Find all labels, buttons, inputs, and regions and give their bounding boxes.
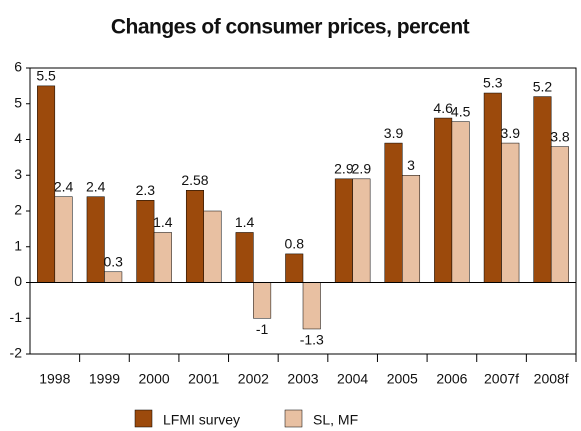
value-label: 4.5 <box>451 103 471 119</box>
bar <box>253 282 272 319</box>
value-label: 1.4 <box>235 214 255 230</box>
x-tick-label: 2002 <box>238 371 269 387</box>
value-label: 4.6 <box>433 100 453 116</box>
bar <box>334 178 353 283</box>
value-label: 2.9 <box>334 161 354 177</box>
bar <box>104 271 123 283</box>
bar <box>483 92 502 283</box>
bar <box>550 146 569 283</box>
y-tick-label: 4 <box>14 130 22 146</box>
bar <box>352 178 371 283</box>
value-label: 3.9 <box>501 125 521 141</box>
value-label: 2.9 <box>352 161 372 177</box>
x-tick-label: 1999 <box>89 371 120 387</box>
bar <box>285 253 304 283</box>
bar <box>451 121 470 283</box>
value-label: 5.3 <box>483 75 503 91</box>
y-tick-label: 5 <box>14 94 22 110</box>
value-label: 3.8 <box>550 128 570 144</box>
bar <box>302 282 321 330</box>
y-tick-label: 1 <box>14 237 22 253</box>
bar <box>501 142 520 283</box>
x-tick-label: 2007f <box>484 371 519 387</box>
legend-label: LFMI survey <box>163 412 240 428</box>
bar <box>434 117 453 283</box>
x-tick-label: 2006 <box>436 371 467 387</box>
x-tick-label: 2001 <box>188 371 219 387</box>
legend-label: SL, MF <box>313 412 358 428</box>
chart-title: Changes of consumer prices, percent <box>111 16 470 39</box>
x-tick-label: 2008f <box>534 371 569 387</box>
value-label: 0.3 <box>103 253 123 269</box>
x-tick-label: 2005 <box>387 371 418 387</box>
value-label: 2.4 <box>86 178 106 194</box>
bar <box>37 85 56 283</box>
value-label: -1 <box>256 321 269 337</box>
x-tick-label: 1998 <box>39 371 70 387</box>
value-label: 0.8 <box>285 236 305 252</box>
value-label: 3 <box>407 157 415 173</box>
legend-swatch <box>134 409 153 428</box>
bar <box>235 232 254 283</box>
x-tick-label: 2003 <box>287 371 318 387</box>
y-tick-label: -2 <box>10 345 23 361</box>
y-tick-label: -1 <box>10 309 23 325</box>
bar <box>402 175 421 283</box>
y-tick-label: 6 <box>14 59 22 75</box>
value-label: 5.2 <box>533 78 553 94</box>
y-tick-label: 2 <box>14 202 22 218</box>
value-label: 1.4 <box>153 214 173 230</box>
bar <box>86 196 105 283</box>
y-tick-label: 3 <box>14 166 22 182</box>
value-label: 2.3 <box>136 182 156 198</box>
bar <box>533 96 552 283</box>
bar <box>136 200 155 283</box>
bar <box>54 196 73 283</box>
bar <box>153 232 172 283</box>
bar <box>185 190 204 283</box>
value-label: 3.9 <box>384 125 404 141</box>
x-tick-label: 2004 <box>337 371 368 387</box>
value-label: 2.58 <box>181 172 208 188</box>
x-tick-label: 2000 <box>139 371 170 387</box>
value-label: 2.4 <box>54 178 74 194</box>
legend-swatch <box>284 409 303 428</box>
y-tick-label: 0 <box>14 273 22 289</box>
value-label: 5.5 <box>36 68 56 84</box>
value-label: -1.3 <box>300 332 324 348</box>
bar <box>384 142 403 283</box>
bar <box>203 210 222 283</box>
